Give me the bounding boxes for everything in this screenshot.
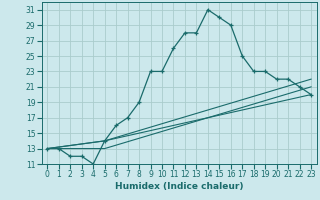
X-axis label: Humidex (Indice chaleur): Humidex (Indice chaleur) <box>115 182 244 191</box>
